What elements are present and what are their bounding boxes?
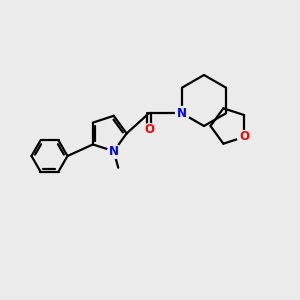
Text: O: O [239, 130, 249, 143]
Text: N: N [177, 107, 187, 120]
Text: N: N [109, 145, 119, 158]
Text: O: O [144, 123, 154, 136]
